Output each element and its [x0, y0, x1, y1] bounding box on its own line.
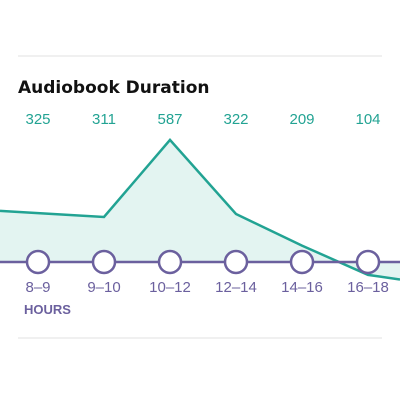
x-tick-labels: 8–9 9–10 10–12 12–14 14–16 16–18 [25, 279, 388, 296]
series-line [0, 137, 400, 281]
axis-marker-4 [223, 249, 249, 275]
value-label-5: 209 [289, 111, 314, 128]
x-tick-label-2: 9–10 [87, 279, 120, 296]
chart-title: Audiobook Duration [18, 78, 210, 98]
value-labels: 325 311 587 322 209 104 [25, 111, 380, 128]
axis-marker-2 [91, 249, 117, 275]
axis-marker-6 [355, 249, 381, 275]
x-tick-label-5: 14–16 [281, 279, 323, 296]
axis-marker-5 [289, 249, 315, 275]
axis-marker-1 [25, 249, 51, 275]
x-tick-label-3: 10–12 [149, 279, 191, 296]
axis-marker-3 [157, 249, 183, 275]
value-label-4: 322 [223, 111, 248, 128]
axis-markers [25, 249, 381, 275]
value-label-2: 311 [92, 111, 116, 128]
x-tick-label-1: 8–9 [25, 279, 50, 296]
value-label-1: 325 [25, 111, 50, 128]
x-axis-label: HOURS [24, 302, 71, 317]
area-fill [0, 139, 400, 280]
x-tick-label-4: 12–14 [215, 279, 257, 296]
value-label-3: 587 [157, 111, 182, 128]
value-label-6: 104 [355, 111, 380, 128]
x-tick-label-6: 16–18 [347, 279, 389, 296]
